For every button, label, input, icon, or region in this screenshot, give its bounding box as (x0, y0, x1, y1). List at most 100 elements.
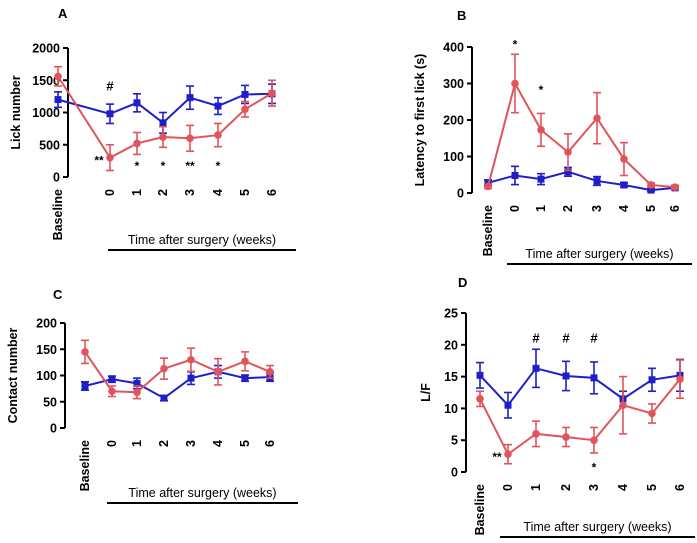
data-point-square (241, 374, 249, 382)
significance-mark: # (590, 330, 598, 345)
data-point-square (532, 364, 540, 372)
y-axis-title: Latency to first lick (s) (413, 54, 427, 187)
panel-letter: B (457, 8, 466, 23)
series-red (81, 339, 274, 400)
data-point-circle (564, 148, 572, 156)
series-line (57, 92, 273, 125)
x-tick-label: 1 (534, 205, 548, 212)
data-point-circle (511, 79, 519, 88)
x-tick-label: 0 (105, 440, 119, 447)
data-point-square (187, 374, 195, 382)
data-point-circle (620, 155, 628, 163)
x-tick-label: Baseline (473, 484, 487, 535)
data-point-square (537, 175, 545, 183)
x-tick-label: 6 (263, 440, 277, 447)
data-point-circle (537, 126, 545, 134)
x-tick-label: 1 (529, 484, 543, 491)
x-tick-label: 6 (265, 189, 279, 196)
y-tick-label: 1000 (32, 106, 60, 120)
y-tick-label: 20 (444, 338, 458, 352)
data-point-square (186, 94, 194, 102)
data-point-circle (484, 182, 492, 191)
data-point-square (564, 168, 572, 176)
x-tick-label: 2 (559, 484, 573, 491)
x-axis-title: Time after surgery (weeks) (523, 520, 671, 534)
data-point-circle (81, 348, 89, 356)
data-point-circle (590, 436, 598, 445)
x-tick-label: Baseline (481, 205, 495, 256)
significance-mark: * (539, 83, 544, 97)
series-line (487, 80, 676, 189)
x-tick-label: 0 (501, 484, 515, 491)
data-point-square (214, 102, 222, 110)
x-axis-title: Time after surgery (weeks) (128, 233, 276, 247)
series-line (57, 75, 273, 159)
data-point-square (133, 379, 141, 387)
data-point-circle (593, 114, 601, 122)
x-tick-label: 3 (184, 440, 198, 447)
y-tick-label: 200 (443, 114, 464, 128)
y-tick-label: 0 (451, 466, 458, 480)
data-point-square (241, 90, 249, 98)
x-tick-label: Baseline (78, 440, 92, 491)
x-tick-label: 2 (156, 189, 170, 196)
y-tick-label: 2000 (32, 42, 60, 56)
data-point-circle (108, 387, 116, 396)
data-point-circle (214, 368, 222, 376)
data-point-circle (648, 409, 656, 418)
x-tick-label: 5 (238, 440, 252, 447)
x-tick-label: 0 (103, 189, 117, 196)
data-point-circle (133, 139, 141, 148)
significance-mark: # (562, 330, 570, 345)
y-tick-label: 0 (53, 171, 60, 185)
data-point-circle (266, 368, 274, 376)
data-point-circle (241, 105, 249, 114)
y-tick-label: 500 (39, 138, 60, 152)
data-point-circle (647, 181, 655, 189)
data-point-square (504, 401, 512, 409)
data-point-circle (676, 375, 684, 383)
panel-letter: A (58, 6, 68, 21)
data-point-circle (214, 131, 222, 139)
significance-mark: * (513, 38, 518, 52)
y-axis-title: Contact number (6, 327, 20, 423)
y-tick-label: 25 (444, 307, 458, 321)
y-tick-label: 0 (50, 422, 57, 436)
x-tick-label: 5 (645, 484, 659, 491)
data-point-square (511, 171, 519, 179)
x-tick-label: 4 (616, 484, 630, 491)
significance-mark: ** (492, 450, 502, 464)
data-point-circle (54, 72, 62, 81)
significance-mark: # (532, 330, 540, 345)
panel-letter: D (458, 275, 467, 290)
significance-mark: * (592, 460, 597, 474)
x-tick-label: 2 (157, 440, 171, 447)
x-axis-title: Time after surgery (weeks) (128, 486, 276, 500)
series-red (484, 53, 679, 191)
series-line (479, 367, 681, 407)
x-tick-label: 1 (130, 189, 144, 196)
y-tick-label: 300 (443, 77, 464, 91)
y-axis-title: Lick number (9, 75, 23, 149)
panel-a: A 0 500 1000 1500 2000 Lick number Baseline 0 1 2 3… (9, 6, 296, 251)
y-tick-label: 10 (444, 402, 458, 416)
y-tick-label: 100 (36, 369, 57, 383)
x-tick-label: 4 (211, 440, 225, 447)
data-point-square (648, 376, 656, 384)
panel-b: B 0 100 200 300 400 Latency to first lick (s) B… (413, 8, 692, 265)
series-line (479, 378, 681, 456)
y-tick-label: 5 (451, 434, 458, 448)
y-tick-label: 400 (443, 41, 464, 55)
x-tick-label: 3 (183, 189, 197, 196)
x-tick-label: 5 (644, 205, 658, 212)
x-tick-label: 0 (508, 205, 522, 212)
data-point-square (590, 374, 598, 382)
y-axis-title: L/F (419, 383, 433, 402)
significance-mark: * (161, 159, 166, 173)
x-tick-label: 4 (617, 205, 631, 212)
y-tick-label: 100 (443, 150, 464, 164)
significance-mark: * (135, 159, 140, 173)
data-point-square (81, 382, 89, 390)
x-tick-label: 6 (673, 484, 687, 491)
